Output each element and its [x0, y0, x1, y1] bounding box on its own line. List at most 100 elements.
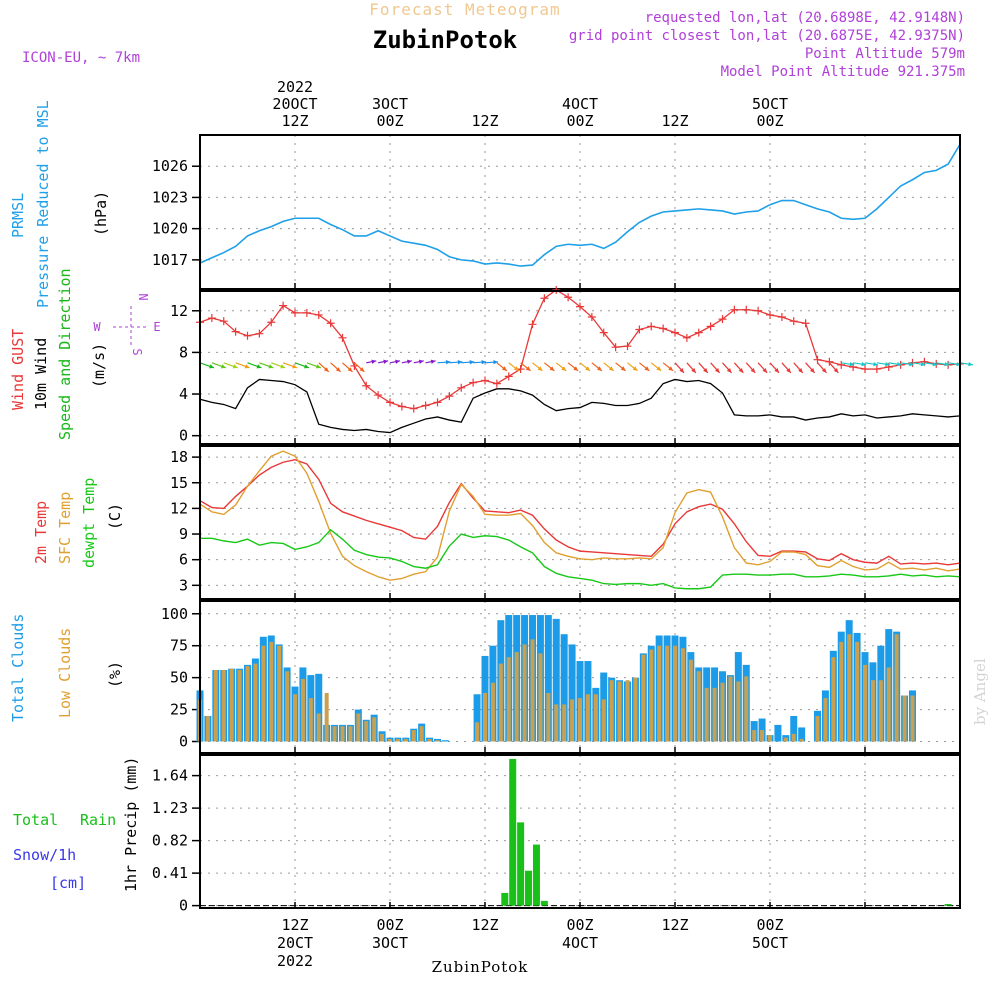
prmsl-line: [199, 143, 961, 267]
temperature-panel: 3 6 9 12 15 18: [170, 445, 961, 600]
low-cloud-bar: [736, 681, 741, 742]
low-cloud-bar: [498, 663, 503, 742]
low-cloud-bar: [229, 668, 234, 742]
wind-arrow-head: [885, 361, 890, 367]
wind-gust-point: [659, 324, 668, 333]
wind-gust-point: [540, 294, 549, 303]
wind-gust-point: [837, 360, 846, 369]
low-cloud-bar: [712, 687, 717, 742]
pressure-label-unit: (hPa): [92, 191, 110, 236]
y-tick-label: 8: [179, 343, 188, 361]
wind-arrow-head: [714, 368, 720, 373]
wind-gust-point: [457, 383, 466, 392]
wind-gust-point: [552, 285, 561, 294]
bottom-time-label: 5OCT: [752, 934, 788, 952]
wind-arrow-head: [561, 366, 567, 371]
wind-gust-point: [635, 325, 644, 334]
compass-rose: W E N S: [93, 293, 160, 355]
wind-arrow-head: [738, 368, 744, 373]
wind-gust-point: [587, 313, 596, 322]
wind-arrow-head: [513, 366, 519, 371]
wind-gust-point: [694, 328, 703, 337]
wind-gust-point: [813, 355, 822, 364]
wind-gust-point: [267, 318, 276, 327]
wind-arrow-head: [691, 368, 696, 373]
low-cloud-bar: [870, 680, 875, 742]
low-cloud-bar: [411, 730, 416, 742]
wind-gust-point: [516, 365, 525, 374]
wind-gust-point: [207, 314, 216, 323]
wind-gust-point: [326, 319, 335, 328]
wind-arrow-head: [407, 359, 412, 364]
wind-arrow-head: [573, 366, 579, 371]
low-cloud-bar: [348, 726, 353, 742]
rain-bar: [532, 844, 540, 906]
precip-panel: 0 0.41 0.82 1.23 1.64: [152, 754, 961, 915]
wind-arrow-head: [359, 367, 365, 372]
low-cloud-bar: [752, 730, 757, 742]
low-cloud-bar: [427, 738, 432, 742]
wind-arrow-head: [762, 368, 768, 373]
low-cloud-bar: [570, 699, 575, 742]
rain-label: Rain: [80, 811, 116, 829]
clouds-panel: 0 25 50 75 100: [161, 600, 961, 754]
low-cloud-bar: [641, 654, 646, 742]
low-cloud-bar: [578, 698, 582, 742]
wind-gust-point: [706, 322, 715, 331]
low-cloud-bar: [364, 721, 369, 742]
wind-gust-point: [481, 376, 489, 385]
wind-arrow-head: [873, 361, 878, 367]
wind-gust-point: [730, 305, 739, 314]
y-tick-label: 12: [170, 302, 188, 320]
wind-arrow-head: [268, 364, 274, 369]
wind-gust-point: [255, 329, 264, 338]
y-tick-label: 75: [170, 637, 188, 655]
wind-arrow-head: [383, 359, 389, 364]
tsfc-line: [199, 450, 961, 581]
wind-gust-point: [291, 308, 299, 317]
total-cloud-bar: [568, 644, 576, 742]
wind-arrow-head: [469, 359, 475, 365]
low-cloud-bar: [554, 704, 559, 742]
low-cloud-bar: [768, 735, 772, 742]
low-cloud-bar: [601, 699, 606, 742]
wind-gust-point: [754, 306, 763, 315]
wind-arrow-head: [668, 366, 674, 371]
station-title: ZubinPotok: [373, 26, 518, 54]
y-tick-label: 50: [170, 669, 188, 687]
wind-arrow-head: [597, 366, 602, 371]
wind-gust-point: [397, 402, 406, 411]
y-tick-label: 3: [179, 576, 188, 594]
low-cloud-bar: [728, 676, 733, 742]
low-cloud-bar: [253, 663, 258, 742]
low-cloud-bar: [435, 740, 440, 742]
wind-gust-point: [279, 301, 288, 310]
low-cloud-bar: [863, 664, 867, 742]
bottom-time-label: 00Z: [566, 916, 593, 934]
wind-gust-point: [374, 391, 383, 400]
wind-arrow-head: [620, 366, 626, 371]
wind-gust-point: [386, 398, 394, 407]
wind-arrow-head: [908, 361, 914, 367]
wind-arrow-head: [809, 368, 815, 373]
low-cloud-bar: [673, 645, 677, 742]
t2m-line: [199, 458, 961, 566]
top-time-label: 20OCT: [272, 95, 317, 113]
wind-arrow-head: [280, 364, 286, 369]
wind-arrow-head: [457, 359, 463, 365]
low-clouds-label: Low Clouds: [56, 628, 74, 718]
dewpt-line: [200, 528, 961, 590]
wind-arrow-head: [220, 364, 226, 369]
low-cloud-bar: [316, 713, 321, 742]
total-cloud-bar: [560, 634, 568, 742]
wind-gust-point: [671, 328, 679, 337]
wind-arrow-head: [920, 361, 926, 367]
bottom-time-label: 12Z: [661, 916, 688, 934]
wind-unit-label: (m/s): [90, 343, 108, 388]
compass-e: E: [153, 320, 160, 334]
wind-arrow-head: [786, 368, 791, 373]
wind-arrow-head: [750, 368, 756, 373]
wind-arrow-head: [549, 366, 555, 371]
bottom-time-label: 00Z: [756, 916, 783, 934]
compass-n: N: [136, 293, 150, 300]
